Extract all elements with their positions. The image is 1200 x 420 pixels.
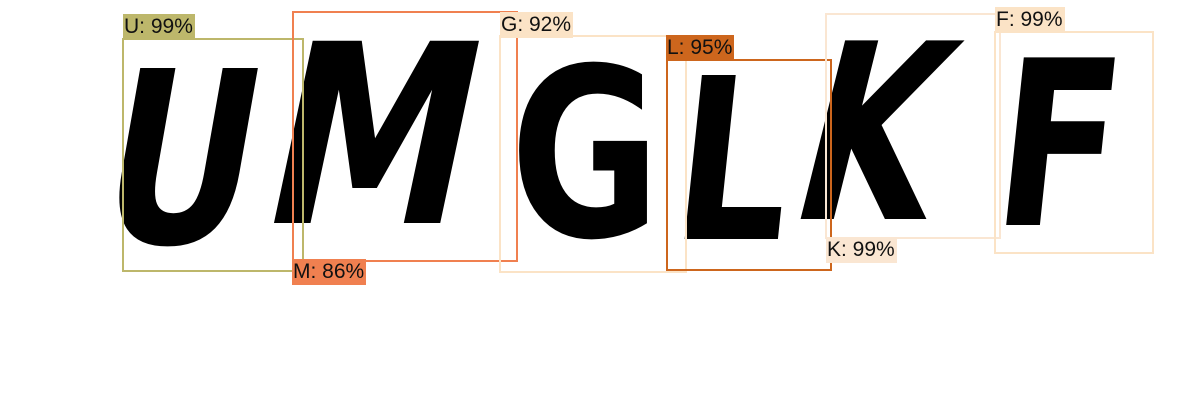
label-k: K: 99% [826,237,897,263]
label-m: M: 86% [292,259,367,285]
label-u: U: 99% [123,14,195,40]
label-l: L: 95% [666,35,735,61]
bbox-g [499,35,687,273]
bbox-l [666,59,832,271]
label-g: G: 92% [500,12,574,38]
bbox-f [994,31,1154,254]
bbox-k [825,13,1001,239]
glyph-g: G [510,19,661,292]
bbox-u [122,38,304,272]
bbox-m [292,11,518,262]
label-f: F: 99% [995,7,1065,33]
